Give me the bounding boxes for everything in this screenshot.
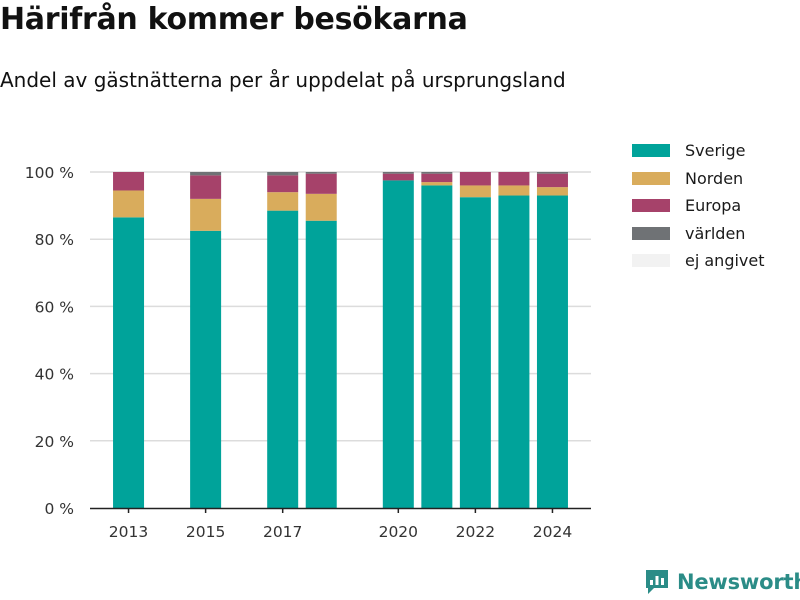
bar-segment-sverige [498, 195, 530, 508]
bar-segment-norden [267, 192, 299, 211]
bar-segment-varlden [267, 172, 299, 176]
x-tick-label: 2015 [186, 523, 225, 541]
legend-swatch-ej-angivet [632, 254, 670, 268]
x-tick-label: 2020 [379, 523, 418, 541]
legend-swatch-sverige [632, 144, 670, 158]
bar-segment-sverige [382, 180, 414, 508]
x-tick-label: 2022 [456, 523, 495, 541]
legend-label-ej-angivet: ej angivet [685, 251, 765, 271]
y-tick-label: 20 % [35, 433, 74, 451]
legend-item-europa: Europa [632, 192, 765, 220]
y-tick-label: 40 % [35, 366, 74, 384]
bar-segment-sverige [421, 185, 453, 508]
bar-segment-sverige [267, 210, 299, 508]
y-tick-label: 60 % [35, 298, 74, 316]
newsworthy-brand: Newsworthy [644, 568, 800, 596]
bar-segment-europa [382, 173, 414, 181]
legend-item-ej-angivet: ej angivet [632, 247, 765, 275]
bar-segment-norden [459, 185, 491, 198]
bar-segment-norden [498, 185, 530, 196]
legend-item-sverige: Sverige [632, 137, 765, 165]
x-tick-label: 2013 [109, 523, 148, 541]
legend-swatch-norden [632, 171, 670, 185]
bar-segment-europa [267, 175, 299, 193]
chart-subtitle: Andel av gästnätterna per år uppdelat på… [0, 68, 566, 92]
bar-segment-norden [190, 198, 222, 231]
brand-name: Newsworthy [677, 570, 800, 594]
bar-segment-europa [459, 172, 491, 186]
bar-segment-norden [113, 190, 145, 218]
bar-segment-sverige [113, 217, 145, 509]
legend-swatch-europa [632, 199, 670, 213]
bar-segment-sverige [305, 220, 337, 508]
bar-segment-europa [190, 175, 222, 199]
bar-segment-europa [113, 172, 145, 191]
y-tick-label: 0 % [44, 500, 74, 518]
bar-segment-varlden [421, 172, 453, 174]
bar-segment-varlden [382, 172, 414, 174]
bar-segment-varlden [305, 172, 337, 174]
bar-segment-europa [536, 173, 568, 188]
bar-segment-norden [305, 193, 337, 221]
bar-segment-norden [421, 182, 453, 186]
legend-item-norden: Norden [632, 165, 765, 193]
legend-label-varlden: världen [685, 223, 746, 243]
legend-label-europa: Europa [685, 196, 742, 216]
x-tick-label: 2024 [533, 523, 572, 541]
newsworthy-logo-icon [646, 570, 668, 594]
bar-segment-sverige [190, 230, 222, 509]
legend-label-sverige: Sverige [685, 141, 746, 161]
legend-item-varlden: världen [632, 220, 765, 248]
y-tick-label: 100 % [25, 164, 74, 182]
bar-segment-varlden [536, 172, 568, 174]
bar-segment-europa [305, 173, 337, 194]
bar-segment-sverige [536, 195, 568, 508]
x-tick-label: 2017 [263, 523, 302, 541]
bar-segment-europa [498, 172, 530, 186]
bar-segment-sverige [459, 197, 491, 508]
legend-swatch-varlden [632, 226, 670, 240]
bar-segment-varlden [190, 172, 222, 176]
legend: Sverige Norden Europa världen ej angivet [632, 137, 765, 275]
bar-segment-norden [536, 187, 568, 196]
chart-title: Härifrån kommer besökarna [0, 2, 468, 37]
y-tick-label: 80 % [35, 231, 74, 249]
bar-segment-europa [421, 173, 453, 183]
legend-label-norden: Norden [685, 168, 744, 188]
